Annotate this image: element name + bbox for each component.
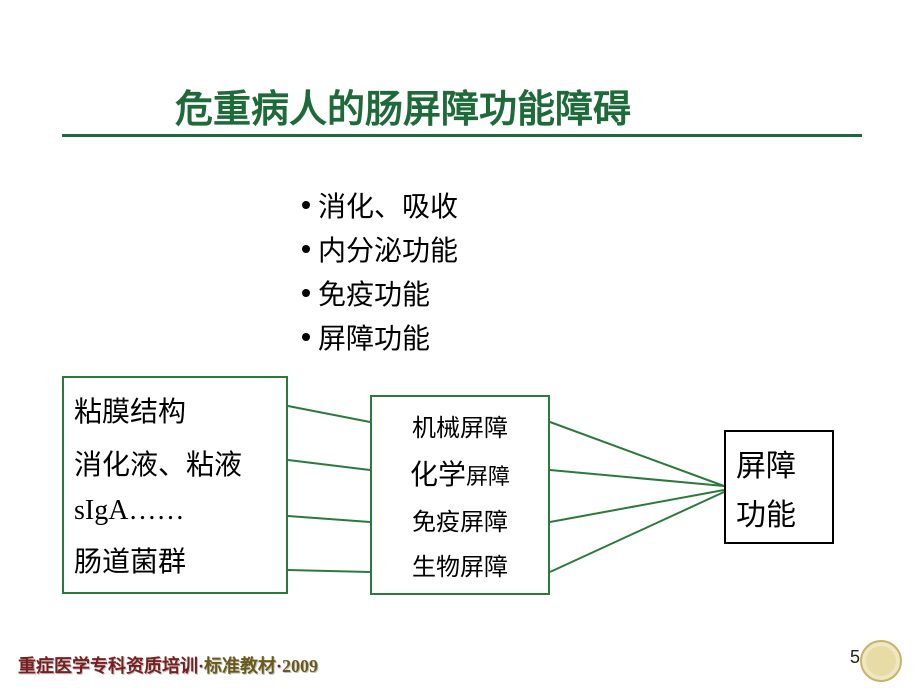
page-number: 5 [850,647,860,668]
box-middle: 机械屏障化学屏障免疫屏障生物屏障 [370,395,550,595]
box-item: 功能 [736,490,822,534]
box-item: 生物屏障 [412,547,508,582]
slide-title-block: 危重病人的肠屏障功能障碍 [175,78,631,133]
footer-part: 2009 [282,656,318,677]
title-rule [62,134,862,137]
box-item: 肠道菌群 [74,540,276,580]
box-left: 粘膜结构消化液、粘液 sIgA…… 肠道菌群 [62,376,288,594]
seal-icon [860,640,902,682]
box-item: 屏障 [736,441,822,485]
bullet-label: 内分泌功能 [318,229,458,269]
bullet-dot-icon [302,333,310,341]
bullet-item: 内分泌功能 [302,229,458,269]
footer-part: 重症医学专科资质培训 [18,652,198,678]
box-item: 机械屏障 [412,408,508,443]
bullet-item: 免疫功能 [302,273,458,313]
footer-part: 标准教材 [204,652,276,678]
bullet-item: 屏障功能 [302,317,458,357]
box-item: 粘膜结构 [74,390,276,430]
bullet-label: 屏障功能 [318,317,430,357]
bullet-dot-icon [302,201,310,209]
box-item: 免疫屏障 [412,502,508,537]
slide-title: 危重病人的肠屏障功能障碍 [175,78,631,133]
box-item: 化学屏障 [410,453,510,493]
bullet-item: 消化、吸收 [302,185,458,225]
footer-text: 重症医学专科资质培训·标准教材·2009 [18,652,318,678]
bullet-dot-icon [302,245,310,253]
bullet-dot-icon [302,289,310,297]
box-item: sIgA…… [74,495,276,527]
bullet-label: 消化、吸收 [318,185,458,225]
bullet-list: 消化、吸收内分泌功能免疫功能屏障功能 [302,185,458,361]
box-item: 消化液、粘液 [74,443,276,483]
bullet-label: 免疫功能 [318,273,430,313]
box-right: 屏障功能 [724,430,834,544]
